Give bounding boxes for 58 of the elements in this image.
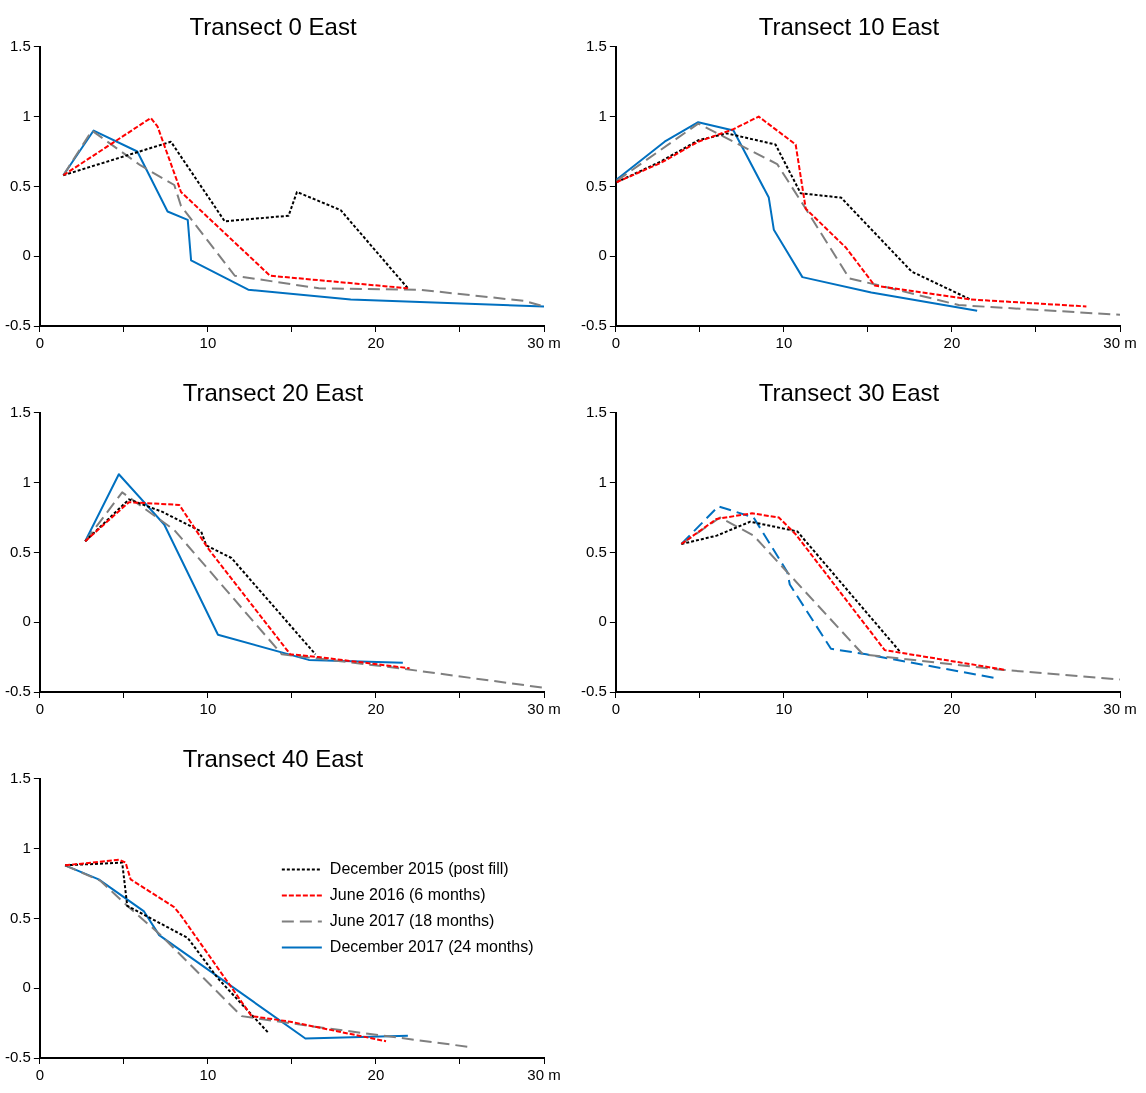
y-tick-label: 0 xyxy=(598,612,607,630)
chart-title: Transect 40 East xyxy=(182,745,364,773)
x-tick-label: 20 xyxy=(943,700,961,718)
y-tick-label: 1 xyxy=(598,106,607,124)
x-tick-label: 0 xyxy=(611,700,621,718)
y-tick-label: 0.5 xyxy=(9,908,31,926)
y-tick-label: 1.5 xyxy=(9,402,31,420)
y-tick-label: 0.5 xyxy=(585,542,607,560)
y-tick-label: 1.5 xyxy=(9,36,31,54)
x-tick-label: 20 xyxy=(367,1066,385,1084)
y-tick-label: 0 xyxy=(22,246,31,264)
y-tick-label: 0.5 xyxy=(585,176,607,194)
y-tick-label: 1 xyxy=(598,472,607,490)
x-tick-label: 10 xyxy=(775,700,793,718)
x-tick-label: 10 xyxy=(199,334,217,352)
chart-title: Transect 30 East xyxy=(758,379,940,407)
y-tick-label: 1 xyxy=(22,838,31,856)
x-tick-label: 20 xyxy=(943,334,961,352)
x-tick-label: 10 xyxy=(199,1066,217,1084)
x-tick-label: 20 xyxy=(367,700,385,718)
y-tick-label: 0 xyxy=(22,612,31,630)
y-tick-label: 0.5 xyxy=(9,542,31,560)
line-series xyxy=(84,501,411,670)
chart-title: Transect 20 East xyxy=(182,379,364,407)
line-series xyxy=(680,520,901,653)
y-tick-label: 1.5 xyxy=(585,36,607,54)
x-tick-label: 20 xyxy=(367,334,385,352)
y-tick-label: -0.5 xyxy=(580,682,607,700)
chart-title: Transect 10 East xyxy=(758,13,940,41)
x-tick-label: 30 m xyxy=(1103,334,1137,352)
legend-label: June 2016 (6 months) xyxy=(329,885,486,903)
y-tick-label: -0.5 xyxy=(580,316,607,334)
x-tick-label: 30 m xyxy=(1103,700,1137,718)
y-tick-label: 0 xyxy=(598,246,607,264)
y-tick-label: 1 xyxy=(22,106,31,124)
legend-label: December 2017 (24 months) xyxy=(329,937,534,955)
y-tick-label: 0.5 xyxy=(9,176,31,194)
y-tick-label: 1.5 xyxy=(585,402,607,420)
y-tick-label: 1 xyxy=(22,472,31,490)
line-series xyxy=(62,129,544,308)
x-tick-label: 30 m xyxy=(527,1066,561,1084)
y-tick-label: 1.5 xyxy=(9,768,31,786)
x-tick-label: 10 xyxy=(775,334,793,352)
x-tick-label: 30 m xyxy=(527,700,561,718)
line-series xyxy=(84,491,544,689)
x-tick-label: 0 xyxy=(35,1066,45,1084)
y-tick-label: -0.5 xyxy=(4,316,31,334)
y-tick-label: -0.5 xyxy=(4,1048,31,1066)
x-tick-label: 30 m xyxy=(527,334,561,352)
legend-label: June 2017 (18 months) xyxy=(329,911,495,929)
x-tick-label: 0 xyxy=(611,334,621,352)
chart-title: Transect 0 East xyxy=(189,13,357,41)
x-tick-label: 10 xyxy=(199,700,217,718)
legend-label: December 2015 (post fill) xyxy=(329,859,509,877)
x-tick-label: 0 xyxy=(35,700,45,718)
y-tick-label: -0.5 xyxy=(4,682,31,700)
y-tick-label: 0 xyxy=(22,978,31,996)
x-tick-label: 0 xyxy=(35,334,45,352)
